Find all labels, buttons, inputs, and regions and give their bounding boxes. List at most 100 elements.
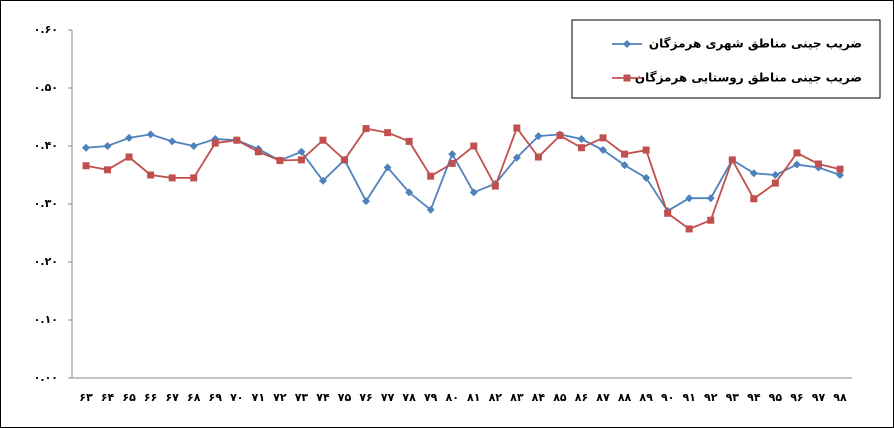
point xyxy=(556,132,564,140)
x-tick-label: ۸۲ xyxy=(489,391,503,404)
x-tick-label: ۸۰ xyxy=(446,391,459,404)
point xyxy=(341,156,349,164)
point xyxy=(448,150,457,159)
x-tick-label: ۹۶ xyxy=(790,391,803,404)
point xyxy=(577,135,586,144)
point xyxy=(276,157,284,164)
point xyxy=(82,143,90,152)
point xyxy=(448,159,456,167)
x-tick-label: ۷۸ xyxy=(402,391,416,404)
series-line xyxy=(85,133,841,213)
x-tick-label: ۷۷ xyxy=(381,391,395,404)
point xyxy=(362,125,370,133)
x-tick-label: ۶۷ xyxy=(165,391,179,404)
point xyxy=(599,146,608,155)
point xyxy=(599,134,607,142)
x-tick-label: ۶۳ xyxy=(79,391,93,404)
point xyxy=(749,169,758,178)
point xyxy=(513,124,521,132)
point xyxy=(771,171,780,179)
x-tick-label: ۶۴ xyxy=(101,391,115,404)
x-tick-label: ۹۸ xyxy=(833,391,847,404)
x-tick-label: ۷۶ xyxy=(359,391,372,404)
x-tick-label: ۸۹ xyxy=(639,391,653,404)
x-tick-label: ۹۳ xyxy=(726,391,740,404)
x-tick-label: ۷۹ xyxy=(424,391,438,404)
point xyxy=(362,197,371,206)
legend-swatch xyxy=(623,74,631,82)
point xyxy=(577,144,585,152)
y-tick-label: ۰.۶۰ xyxy=(34,23,58,36)
y-tick-label: ۰.۳۰ xyxy=(34,197,58,210)
point xyxy=(427,172,435,180)
point xyxy=(104,166,112,174)
y-tick-label: ۰.۱۰ xyxy=(34,313,58,326)
point xyxy=(125,153,133,161)
point xyxy=(642,173,651,182)
point xyxy=(147,171,155,179)
legend-label: ضریب جینی مناطق روستایی هرمزگان xyxy=(635,71,862,86)
x-tick-label: ۸۱ xyxy=(467,391,480,404)
x-tick-label: ۸۶ xyxy=(575,391,588,404)
point xyxy=(190,174,198,182)
x-tick-label: ۷۴ xyxy=(316,391,330,404)
x-tick-label: ۸۷ xyxy=(596,391,610,404)
point xyxy=(82,162,90,170)
x-tick-label: ۷۳ xyxy=(295,391,309,404)
point xyxy=(405,188,414,197)
point xyxy=(814,160,822,168)
x-tick-label: ۹۴ xyxy=(747,391,761,404)
point xyxy=(707,216,715,224)
point xyxy=(426,205,435,214)
point xyxy=(836,165,844,173)
y-tick-label: ۰.۵۰ xyxy=(34,81,58,94)
point xyxy=(233,136,241,144)
point xyxy=(168,174,176,182)
point xyxy=(383,163,392,172)
point xyxy=(168,137,177,146)
x-tick-label: ۶۵ xyxy=(122,391,136,404)
point xyxy=(620,161,629,170)
point xyxy=(621,150,629,158)
point xyxy=(792,160,801,169)
point xyxy=(491,182,499,190)
y-tick-label: ۰.۴۰ xyxy=(34,139,58,152)
x-tick-label: ۶۶ xyxy=(144,391,157,404)
x-tick-label: ۹۵ xyxy=(769,391,783,404)
point xyxy=(405,137,413,145)
point xyxy=(146,130,155,139)
point xyxy=(125,133,134,142)
point xyxy=(319,136,327,144)
x-tick-label: ۹۷ xyxy=(812,391,826,404)
point xyxy=(771,179,779,187)
x-tick-label: ۷۵ xyxy=(338,391,352,404)
point xyxy=(384,129,392,137)
x-tick-label: ۹۲ xyxy=(704,391,718,404)
x-tick-label: ۹۱ xyxy=(682,391,695,404)
point xyxy=(470,142,478,150)
x-tick-label: ۷۱ xyxy=(252,391,265,404)
y-tick-label: ۰.۰۰ xyxy=(34,371,58,384)
point xyxy=(793,149,801,157)
point xyxy=(534,153,542,161)
legend-box xyxy=(571,19,881,99)
x-tick-label: ۹۰ xyxy=(661,391,674,404)
x-tick-label: ۸۴ xyxy=(532,391,546,404)
point xyxy=(685,194,694,203)
legend-swatch xyxy=(623,40,631,48)
point xyxy=(103,142,112,150)
point xyxy=(254,148,262,156)
point xyxy=(512,153,521,162)
x-tick-label: ۸۵ xyxy=(553,391,567,404)
x-tick-label: ۸۸ xyxy=(618,391,632,404)
legend-label: ضریب جینی مناطق شهری هرمزگان xyxy=(649,37,862,51)
x-tick-label: ۶۹ xyxy=(209,391,223,404)
point xyxy=(642,146,650,154)
point xyxy=(664,209,672,217)
x-tick-label: ۸۳ xyxy=(510,391,524,404)
point xyxy=(685,225,693,233)
point xyxy=(297,156,305,164)
point xyxy=(469,188,478,197)
